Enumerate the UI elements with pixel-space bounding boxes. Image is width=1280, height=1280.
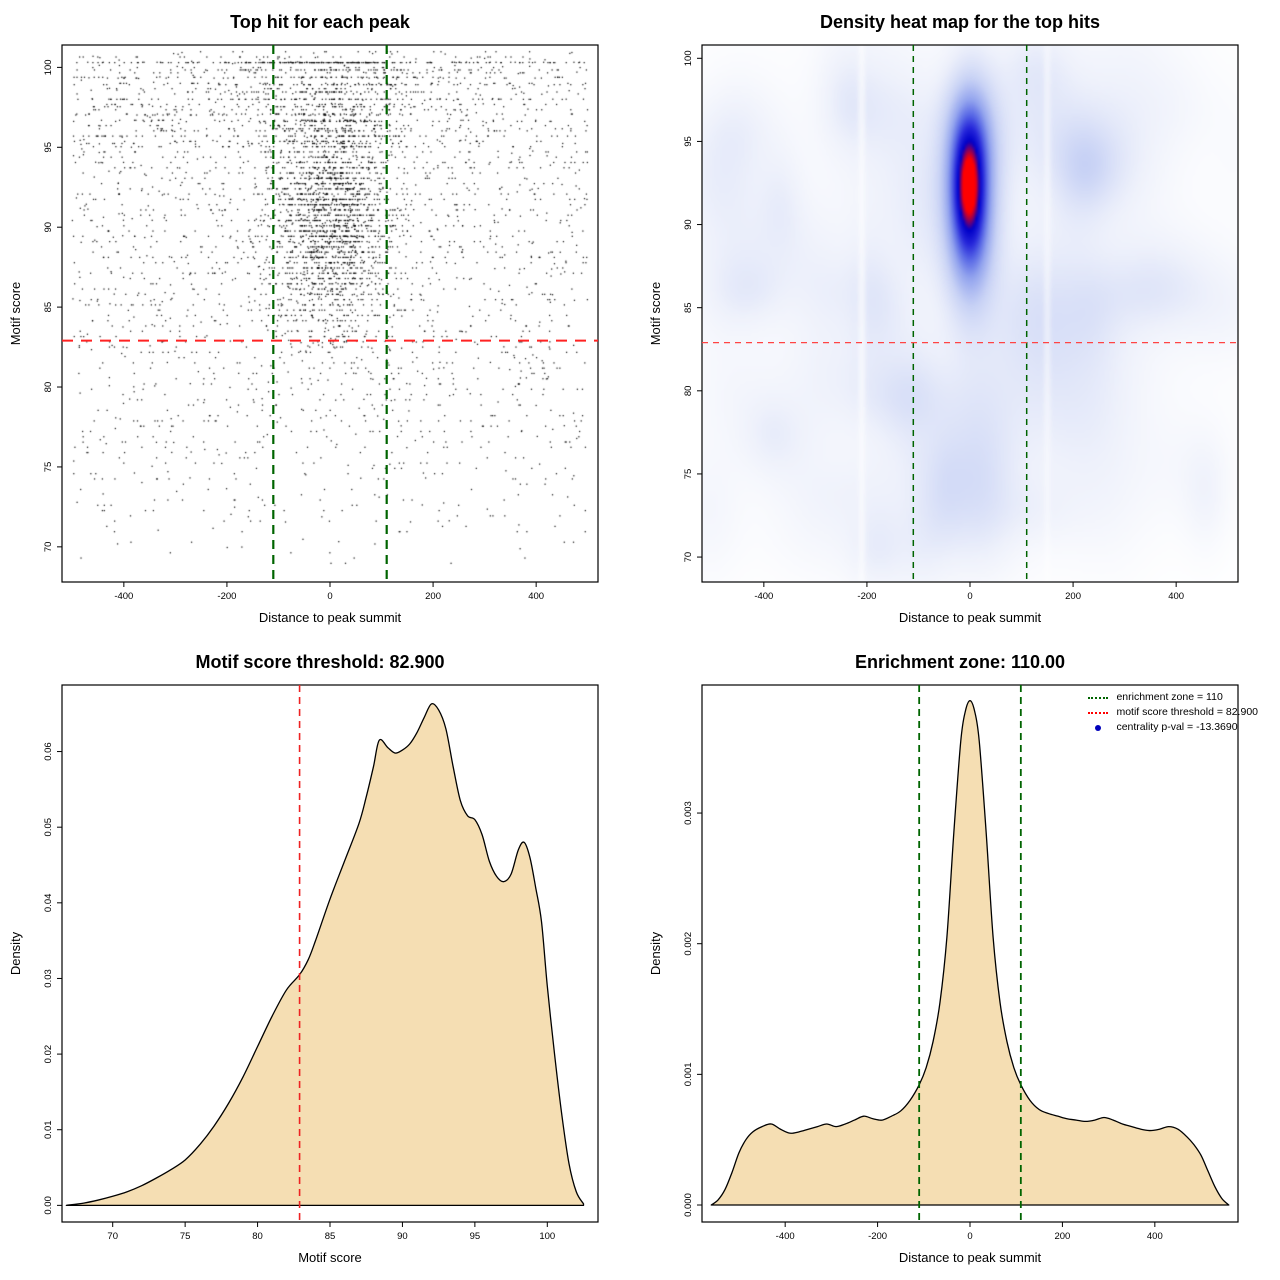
svg-text:400: 400 <box>1168 591 1184 602</box>
svg-text:100: 100 <box>539 1231 555 1242</box>
svg-text:75: 75 <box>683 469 694 480</box>
scatter-points-canvas <box>0 0 640 640</box>
svg-text:-400: -400 <box>754 591 773 602</box>
svg-text:200: 200 <box>1065 591 1081 602</box>
svg-text:Motif score: Motif score <box>648 282 663 346</box>
dotted-line-icon <box>1088 696 1109 699</box>
svg-text:95: 95 <box>43 142 54 153</box>
svg-text:0.00: 0.00 <box>43 1196 54 1215</box>
panel-density-heatmap: Density heat map for the top hits -400 -2… <box>640 0 1280 640</box>
svg-text:0.001: 0.001 <box>683 1062 694 1086</box>
legend-dotted-line-marker <box>1087 696 1109 699</box>
panel-top-hit-scatter-title: Top hit for each peak <box>230 12 410 32</box>
score-density-svg: 70 75 80 85 90 95 100 0.00 0.01 0.02 0.03 0.04 0.05 0… <box>8 684 599 1265</box>
svg-text:-200: -200 <box>857 591 876 602</box>
svg-text:100: 100 <box>683 50 694 66</box>
svg-text:90: 90 <box>397 1231 408 1242</box>
panel-density-heatmap-title: Density heat map for the top hits <box>819 12 1101 32</box>
svg-text:Motif score: Motif score <box>8 282 23 346</box>
svg-text:85: 85 <box>683 302 694 313</box>
svg-text:200: 200 <box>1054 1231 1070 1242</box>
svg-text:80: 80 <box>252 1231 263 1242</box>
svg-text:0.002: 0.002 <box>683 932 694 956</box>
svg-text:70: 70 <box>683 552 694 563</box>
panel-motif-score-density: Motif score threshold: 82.900 70 75 80 85 90… <box>0 640 640 1280</box>
legend-item: enrichment zone = 110 <box>1087 690 1258 705</box>
svg-text:70: 70 <box>107 1231 118 1242</box>
heatmap-canvas <box>640 0 1280 640</box>
svg-text:0.04: 0.04 <box>43 894 54 913</box>
svg-text:0: 0 <box>327 591 332 602</box>
svg-text:Density: Density <box>648 931 663 975</box>
svg-text:95: 95 <box>683 136 694 147</box>
legend-label: centrality p-val = -13.3690 <box>1116 721 1238 733</box>
svg-text:400: 400 <box>528 591 544 602</box>
svg-text:-200: -200 <box>217 591 236 602</box>
scatter-axes-svg: -400 -200 0 200 400 70 75 80 85 90 95 100 Distance t… <box>8 44 599 625</box>
panel-motif-score-density-title: Motif score threshold: 82.900 <box>195 652 445 672</box>
svg-text:Density: Density <box>8 931 23 975</box>
svg-text:80: 80 <box>43 382 54 393</box>
legend-item: centrality p-val = -13.3690 <box>1087 720 1258 735</box>
svg-text:75: 75 <box>43 462 54 473</box>
svg-text:80: 80 <box>683 386 694 397</box>
distance-density-svg: -400 -200 0 200 400 0.000 0.001 0.002 0.003 Dista… <box>648 684 1239 1265</box>
svg-text:0.05: 0.05 <box>43 818 54 837</box>
svg-text:85: 85 <box>325 1231 336 1242</box>
svg-text:95: 95 <box>470 1231 481 1242</box>
svg-text:90: 90 <box>683 219 694 230</box>
svg-text:-400: -400 <box>114 591 133 602</box>
panel-distance-density: Enrichment zone: 110.00 -400 -200 0 200 400 0… <box>640 640 1280 1280</box>
svg-text:0.02: 0.02 <box>43 1045 54 1064</box>
svg-text:Distance to peak summit: Distance to peak summit <box>899 610 1042 625</box>
svg-text:85: 85 <box>43 302 54 313</box>
legend-label: motif score threshold = 82.900 <box>1116 706 1258 718</box>
panel-distance-density-title: Enrichment zone: 110.00 <box>854 652 1066 672</box>
panel-top-hit-scatter: Top hit for each peak -400 -200 0 200 400 70 7… <box>0 0 640 640</box>
svg-text:0.000: 0.000 <box>683 1193 694 1217</box>
svg-text:-400: -400 <box>776 1231 795 1242</box>
heatmap-axes-svg: -400 -200 0 200 400 70 75 80 85 90 95 100 Distance t… <box>648 44 1239 625</box>
legend-label: enrichment zone = 110 <box>1116 691 1223 703</box>
dotted-line-icon <box>1088 711 1109 714</box>
svg-text:0.06: 0.06 <box>43 742 54 761</box>
svg-text:75: 75 <box>180 1231 191 1242</box>
svg-text:0: 0 <box>967 591 972 602</box>
svg-text:Distance to peak summit: Distance to peak summit <box>899 1250 1042 1265</box>
svg-text:-200: -200 <box>868 1231 887 1242</box>
svg-text:200: 200 <box>425 591 441 602</box>
svg-text:0: 0 <box>967 1231 972 1242</box>
svg-text:Motif score: Motif score <box>298 1250 362 1265</box>
legend-item: motif score threshold = 82.900 <box>1087 705 1258 720</box>
legend-dotted-line-marker <box>1087 711 1109 714</box>
legend: enrichment zone = 110 motif score thresho… <box>1087 690 1258 735</box>
blue-point-icon <box>1095 724 1102 731</box>
svg-text:0.03: 0.03 <box>43 969 54 988</box>
svg-text:Distance to peak summit: Distance to peak summit <box>259 610 402 625</box>
svg-text:0.003: 0.003 <box>683 801 694 825</box>
svg-text:70: 70 <box>43 542 54 553</box>
svg-text:400: 400 <box>1147 1231 1163 1242</box>
svg-text:0.01: 0.01 <box>43 1120 54 1139</box>
legend-point-marker <box>1087 724 1109 731</box>
svg-text:100: 100 <box>43 59 54 75</box>
svg-text:90: 90 <box>43 222 54 233</box>
